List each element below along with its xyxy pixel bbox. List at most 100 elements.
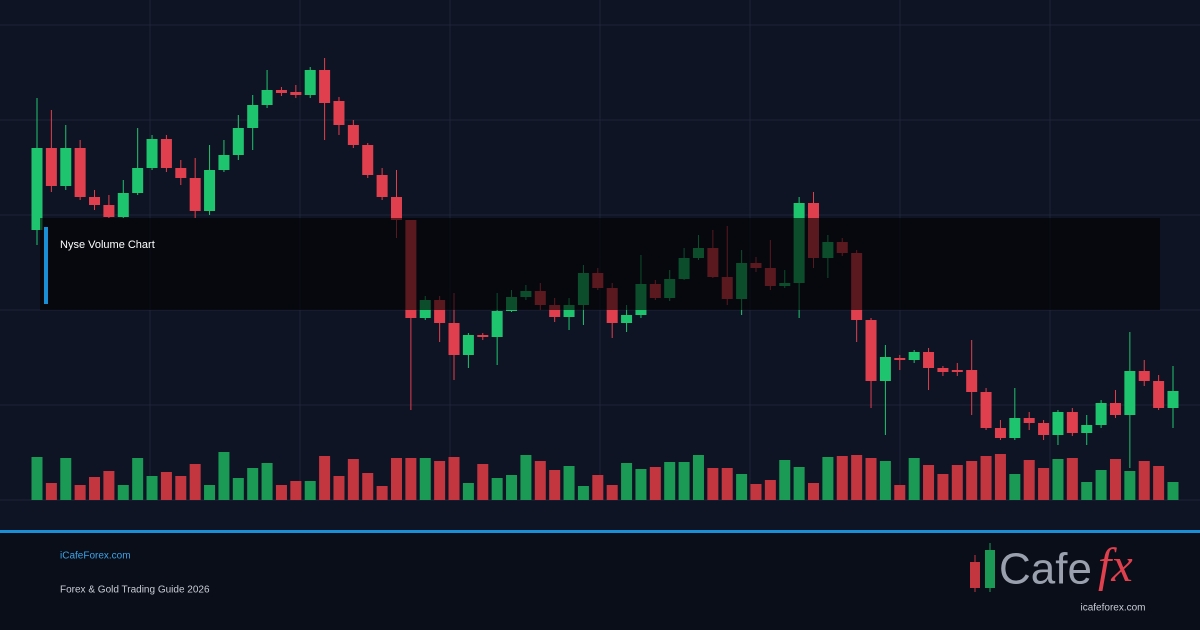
volume-bar [779,460,791,500]
volume-bar [879,461,891,500]
candle-body [448,323,460,355]
volume-bar [390,458,402,500]
volume-bar [894,485,906,500]
volume-bar [232,478,244,500]
volume-bar [462,483,474,500]
volume-bar [477,464,489,500]
candle-body [247,105,259,128]
volume-bar [1153,466,1165,500]
volume-bar [319,456,331,500]
candle-body [146,139,158,168]
volume-bar [822,457,834,500]
volume-bar [218,452,230,500]
candle-body [261,90,273,105]
site-link[interactable]: iCafeForex.com [60,551,131,562]
volume-bar [89,477,101,500]
volume-bar [951,465,963,500]
volume-bar [290,481,302,500]
title-overlay [40,218,1160,310]
candle-body [89,197,101,205]
logo-accent: fx [1098,539,1133,592]
candle-body [879,357,891,381]
candle-body [275,90,287,93]
volume-bar [60,458,72,500]
volume-bar [549,470,561,500]
volume-bar [1095,470,1107,500]
candle-body [434,300,446,323]
volume-bar [1009,474,1021,500]
candle-body [980,392,992,428]
volume-bar [434,461,446,500]
volume-bar [836,456,848,500]
candle-body [563,305,575,317]
candle-body [1138,371,1150,381]
candle-body [319,70,331,103]
marks [31,58,1179,500]
volume-bar [1138,461,1150,500]
candle-body [60,148,72,186]
volume-bar [635,469,647,500]
candle-body [160,139,172,168]
volume-bar [980,456,992,500]
candle-body [175,168,187,178]
volume-bar [304,481,316,500]
volume-bar [621,463,633,500]
volume-bar [577,486,589,500]
volume-bar [362,473,374,500]
chart-title: Nyse Volume Chart [60,239,155,251]
volume-bar [160,472,172,500]
volume-bar [204,485,216,500]
candle-body [865,320,877,381]
volume-bar [132,458,144,500]
candle-body [1109,403,1121,415]
candle-body [1009,418,1021,438]
volume-bar [923,465,935,500]
footer-background [0,533,1200,630]
candle-body [951,370,963,372]
candle-body [1023,418,1035,423]
volume-bar [793,467,805,500]
candle-body [908,352,920,360]
volume-bar [678,462,690,500]
volume-bar [189,464,201,500]
candle-body [132,168,144,193]
candle-body [1095,403,1107,425]
volume-bar [491,478,503,500]
candle-body [923,352,935,368]
volume-bar [908,458,920,500]
volume-bar [1066,458,1078,500]
candle-body [204,170,216,211]
candle-body [362,145,374,175]
candle-body [1153,381,1165,408]
volume-bar [1023,460,1035,500]
candle-body [290,92,302,95]
candle-body [1081,425,1093,433]
volume-bar [247,468,259,500]
volume-bar [750,484,762,500]
volume-bar [721,468,733,500]
candle-body [390,197,402,220]
volume-bar [31,457,43,500]
candle-body [966,370,978,392]
title-accent [44,227,48,304]
candle-body [31,148,43,230]
candle-body [894,358,906,360]
volume-bar [563,466,575,500]
volume-bar [764,480,776,500]
volume-bar [1052,459,1064,500]
tagline: Forex & Gold Trading Guide 2026 [60,585,210,596]
volume-bar [1038,468,1050,500]
volume-bar [649,467,661,500]
volume-bar [994,454,1006,500]
volume-bar [103,471,115,500]
volume-bar [1109,459,1121,500]
candle-body [1052,412,1064,435]
candle-body [347,125,359,145]
volume-bar [146,476,158,500]
volume-bar [1124,471,1136,500]
candle-body [74,148,86,197]
candle-body [937,368,949,372]
candle-body [304,70,316,95]
volume-bar [707,468,719,500]
